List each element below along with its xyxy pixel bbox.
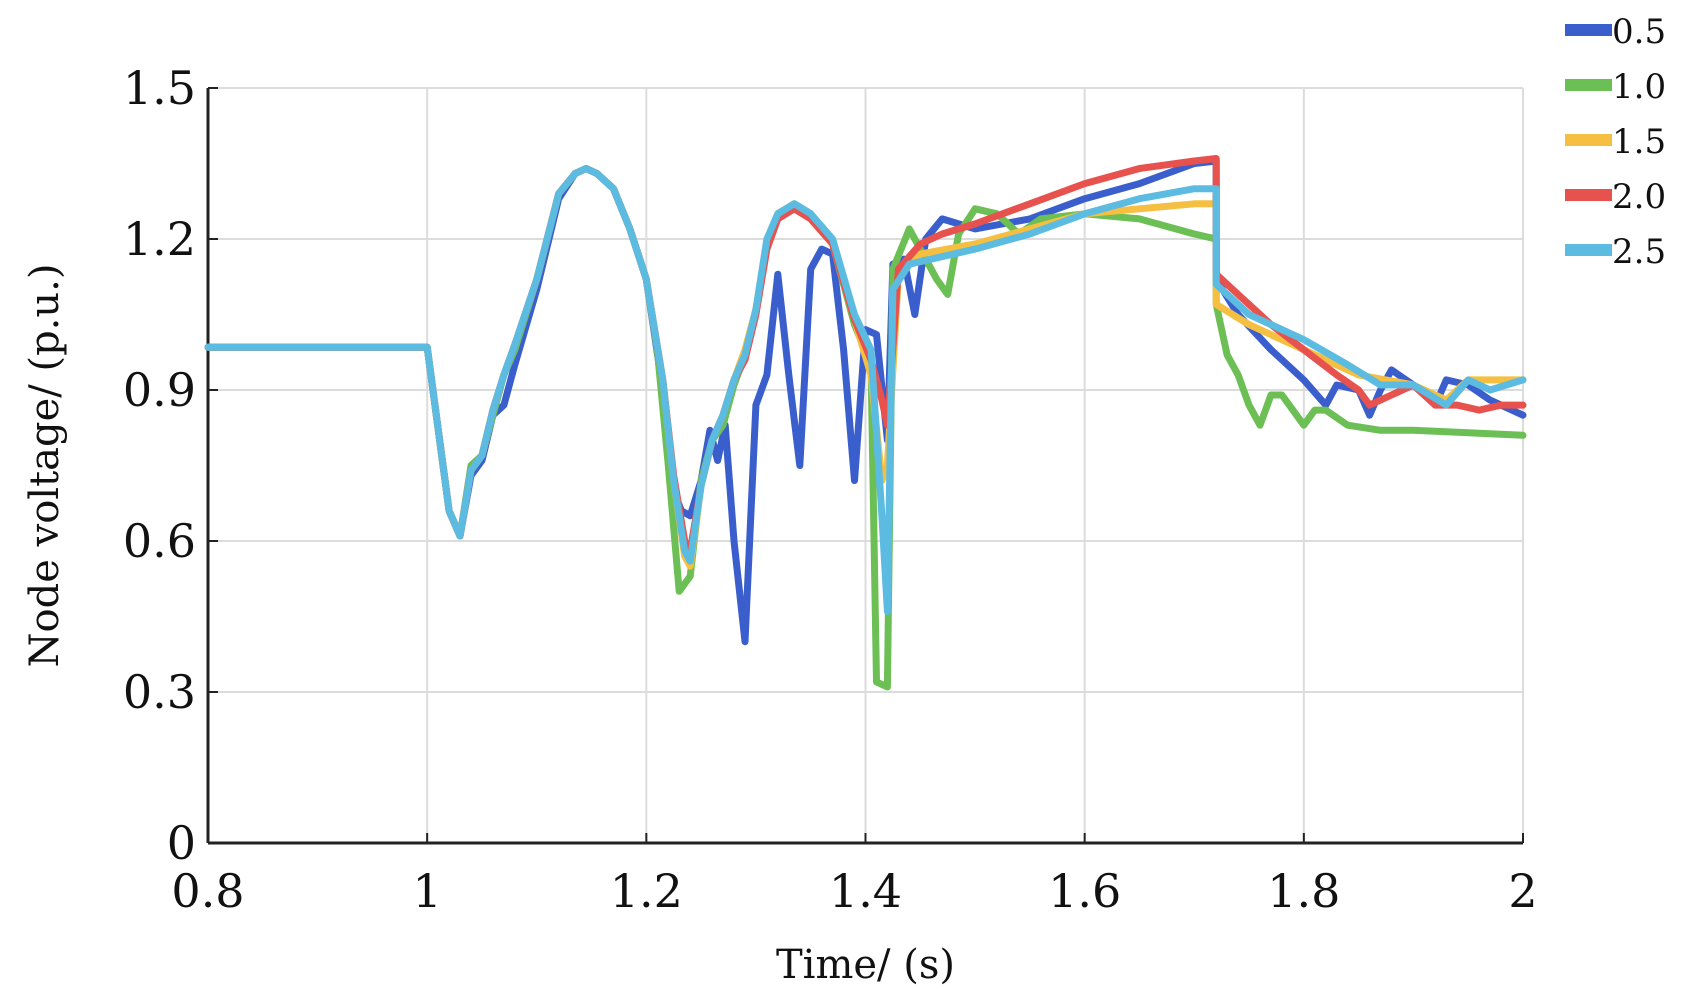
x-tick-label: 0.8 bbox=[171, 864, 244, 918]
x-tick-label: 1 bbox=[413, 864, 442, 918]
y-tick-label: 1.5 bbox=[123, 61, 196, 115]
x-tick-label: 1.8 bbox=[1267, 864, 1340, 918]
x-tick-label: 1.4 bbox=[829, 864, 902, 918]
x-tick-label: 2 bbox=[1508, 864, 1537, 918]
y-tick-labels: 0 0.3 0.6 0.9 1.2 1.5 bbox=[123, 61, 196, 870]
x-tick-label: 1.6 bbox=[1048, 864, 1121, 918]
series-line-2-5 bbox=[204, 165, 1527, 615]
legend: 0.5 1.0 1.5 2.0 2.5 bbox=[1565, 12, 1666, 272]
x-tick-labels: 0.8 1 1.2 1.4 1.6 1.8 2 bbox=[171, 864, 1537, 918]
legend-label: 1.5 bbox=[1612, 122, 1666, 162]
x-axis-title: Time/ (s) bbox=[776, 942, 955, 988]
legend-label: 0.5 bbox=[1612, 12, 1666, 52]
y-tick-label: 0.9 bbox=[123, 363, 196, 417]
y-axis-title: Node voltage/ (p.u.) bbox=[22, 264, 68, 668]
axes bbox=[206, 87, 1524, 845]
y-tick-label: 0.3 bbox=[123, 665, 196, 719]
y-tick-label: 0 bbox=[167, 816, 196, 870]
legend-label: 2.5 bbox=[1612, 232, 1666, 272]
legend-label: 1.0 bbox=[1612, 67, 1666, 107]
x-tick-label: 1.2 bbox=[610, 864, 683, 918]
y-tick-label: 1.2 bbox=[123, 212, 196, 266]
series-lines bbox=[204, 155, 1527, 691]
grid bbox=[208, 87, 1524, 843]
y-tick-label: 0.6 bbox=[123, 514, 196, 568]
legend-label: 2.0 bbox=[1612, 177, 1666, 217]
